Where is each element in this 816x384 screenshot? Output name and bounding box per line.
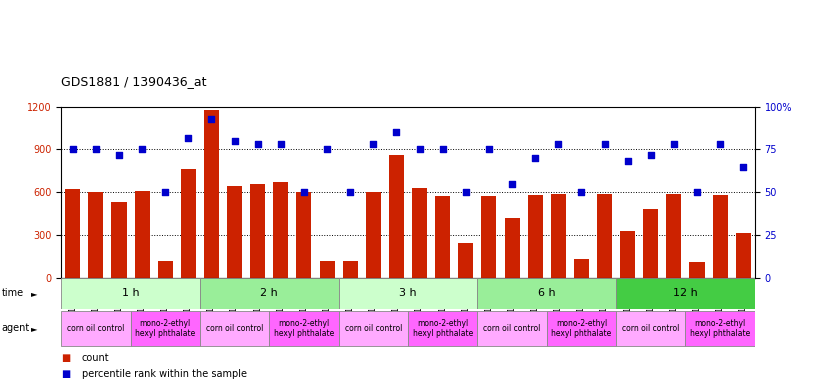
Bar (690, 262, 704, 278)
Bar (65, 189, 80, 278)
Text: mono-2-ethyl
hexyl phthalate: mono-2-ethyl hexyl phthalate (552, 319, 611, 338)
Point (366, 141, 379, 147)
Bar (296, 192, 312, 278)
Point (228, 138, 241, 144)
Bar (112, 202, 126, 278)
Bar (685, 311, 755, 346)
Text: 12 h: 12 h (673, 288, 698, 298)
Text: 2 h: 2 h (260, 288, 278, 298)
Bar (481, 197, 496, 278)
Text: ■: ■ (61, 369, 70, 379)
Bar (551, 194, 565, 278)
Bar (339, 278, 477, 309)
Point (505, 180, 518, 187)
Bar (597, 194, 612, 278)
Bar (320, 260, 335, 278)
Bar (477, 278, 616, 309)
Point (297, 189, 310, 195)
Bar (435, 197, 450, 278)
Text: corn oil control: corn oil control (622, 324, 680, 333)
Bar (667, 194, 681, 278)
Bar (273, 182, 288, 278)
Text: 3 h: 3 h (399, 288, 417, 298)
Bar (616, 278, 755, 309)
Text: count: count (82, 353, 109, 362)
Text: time: time (2, 288, 24, 298)
Bar (643, 209, 659, 278)
Text: 6 h: 6 h (538, 288, 556, 298)
Bar (227, 187, 242, 278)
Text: ►: ► (31, 289, 38, 298)
Bar (200, 311, 269, 346)
Point (436, 146, 449, 152)
Bar (574, 259, 589, 278)
Text: 1 h: 1 h (122, 288, 140, 298)
Point (552, 141, 565, 147)
Bar (620, 231, 635, 278)
Point (66, 146, 79, 152)
Point (621, 158, 634, 164)
Point (413, 146, 426, 152)
Text: percentile rank within the sample: percentile rank within the sample (82, 369, 246, 379)
Text: mono-2-ethyl
hexyl phthalate: mono-2-ethyl hexyl phthalate (135, 319, 195, 338)
Bar (135, 191, 149, 278)
Bar (412, 188, 427, 278)
Text: corn oil control: corn oil control (206, 324, 264, 333)
Point (182, 134, 195, 141)
Text: mono-2-ethyl
hexyl phthalate: mono-2-ethyl hexyl phthalate (413, 319, 472, 338)
Bar (88, 192, 104, 278)
Point (89, 146, 102, 152)
Point (390, 129, 403, 136)
Text: corn oil control: corn oil control (67, 324, 125, 333)
Text: agent: agent (2, 323, 30, 333)
Point (482, 146, 495, 152)
Bar (736, 233, 751, 278)
Bar (616, 311, 685, 346)
Text: ■: ■ (61, 353, 70, 362)
Point (737, 164, 750, 170)
Point (598, 141, 611, 147)
Point (251, 141, 264, 147)
Point (574, 189, 588, 195)
Bar (200, 278, 339, 309)
Text: mono-2-ethyl
hexyl phthalate: mono-2-ethyl hexyl phthalate (690, 319, 750, 338)
Text: corn oil control: corn oil control (483, 324, 541, 333)
Text: ►: ► (31, 324, 38, 333)
Point (135, 146, 149, 152)
Text: GDS1881 / 1390436_at: GDS1881 / 1390436_at (61, 74, 206, 88)
Point (113, 152, 126, 158)
Bar (477, 311, 547, 346)
Point (274, 141, 287, 147)
Bar (528, 195, 543, 278)
Point (667, 141, 681, 147)
Bar (389, 155, 404, 278)
Bar (343, 260, 357, 278)
Bar (157, 260, 173, 278)
Bar (61, 278, 200, 309)
Bar (547, 311, 616, 346)
Bar (251, 184, 265, 278)
Text: corn oil control: corn oil control (344, 324, 402, 333)
Bar (131, 311, 200, 346)
Point (321, 146, 334, 152)
Point (644, 152, 657, 158)
Point (690, 189, 703, 195)
Bar (269, 311, 339, 346)
Bar (204, 109, 219, 278)
Text: mono-2-ethyl
hexyl phthalate: mono-2-ethyl hexyl phthalate (274, 319, 334, 338)
Point (205, 116, 218, 122)
Bar (339, 311, 408, 346)
Bar (459, 243, 473, 278)
Bar (366, 192, 381, 278)
Point (529, 155, 542, 161)
Point (459, 189, 472, 195)
Bar (712, 195, 728, 278)
Bar (504, 218, 520, 278)
Bar (408, 311, 477, 346)
Point (158, 189, 171, 195)
Bar (181, 169, 196, 278)
Point (713, 141, 726, 147)
Bar (61, 311, 131, 346)
Point (344, 189, 357, 195)
